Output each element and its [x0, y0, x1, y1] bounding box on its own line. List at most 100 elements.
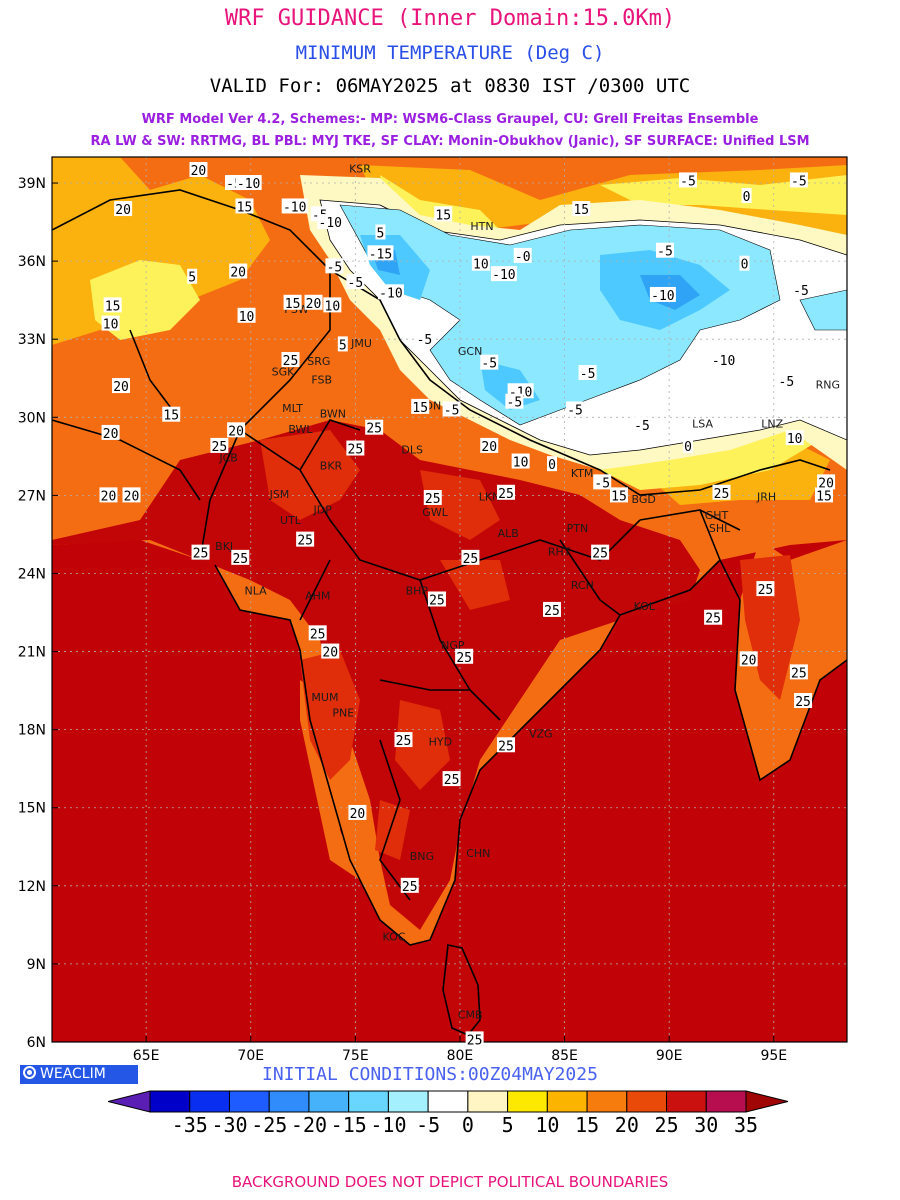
station-label: AHM	[305, 590, 330, 603]
contour-label-text: 25	[795, 695, 811, 710]
contour-label-text: 20	[124, 489, 140, 504]
contour-label-layer: 2020-5-1015-10-5-1051515-50-5-1510-0-10-…	[99, 162, 836, 1048]
lon-label: 75E	[342, 1048, 369, 1060]
contour-label-text: -5	[594, 476, 610, 491]
lat-lon-grid	[52, 157, 847, 1042]
contour-label-box	[227, 422, 246, 438]
contour-value-label: 25	[427, 591, 446, 609]
station-label: MUM	[311, 691, 338, 704]
station-label: GCN	[458, 345, 482, 358]
contour-label-box	[375, 224, 386, 240]
contour-value-label: 20	[304, 294, 323, 312]
contour-label-box	[434, 206, 453, 222]
contour-label-text: 0	[548, 458, 556, 473]
contour-label-box	[465, 1031, 484, 1047]
contour-label-box	[777, 372, 796, 388]
contour-label-text: 15	[412, 401, 428, 416]
contour-value-label: 25	[461, 549, 480, 567]
contour-label-box	[423, 489, 442, 505]
contour-label-text: -5	[507, 396, 523, 411]
contour-value-label: 15	[103, 297, 122, 314]
contour-value-label: 25	[496, 484, 515, 502]
contour-label-text: 25	[429, 594, 445, 609]
contour-label-box	[591, 544, 610, 560]
contour-value-label: 20	[99, 487, 118, 504]
contour-label-text: 25	[758, 583, 774, 598]
contour-label-box	[817, 474, 836, 490]
contour-label-text: -5	[327, 260, 343, 275]
logo-text: WEACLIM	[40, 1066, 106, 1082]
contour-value-label: 25	[423, 489, 442, 507]
contour-label-text: -5	[481, 357, 497, 372]
station-label: DLS	[401, 444, 423, 457]
station-label: KSR	[349, 163, 371, 176]
colorbar-swatch	[586, 1090, 628, 1113]
lat-label: 12N	[18, 879, 46, 895]
map-canvas: KSRHTNPSWJMUSRGSGKFSBMLTBWNBWLDDNDLSJCBB…	[18, 156, 848, 1060]
contour-label-text: -10	[319, 216, 342, 231]
contour-label-text: 20	[101, 489, 117, 504]
contour-value-label: -5	[593, 474, 612, 491]
model-info-line: WRF Model Ver 4.2, Schemes:- MP: WSM6-Cl…	[141, 112, 759, 127]
contour-value-label: -5	[655, 242, 674, 260]
physics-info-line: RA LW & SW: RRTMG, BL PBL: MYJ TKE, SF C…	[90, 134, 810, 149]
contour-value-label: 15	[235, 198, 254, 215]
contour-label-box	[191, 544, 210, 560]
contour-value-label: 15	[434, 206, 453, 223]
contour-label-text: 0	[743, 190, 751, 205]
contour-value-label: -10	[281, 198, 308, 215]
contour-label-box	[281, 352, 300, 368]
colorbar-label: -25	[251, 1113, 288, 1137]
contour-value-label: 25	[400, 877, 419, 895]
contour-value-label: -5	[578, 365, 597, 382]
station-label: UTL	[280, 514, 302, 527]
contour-value-label: 25	[756, 581, 775, 598]
contour-label-text: -10	[283, 200, 306, 215]
colorbar-label: -5	[416, 1113, 441, 1137]
contour-label-text: 0	[684, 440, 692, 455]
station-label: JSM	[269, 488, 290, 501]
contour-label-box	[112, 378, 131, 394]
colorbar-label: -10	[370, 1113, 407, 1137]
station-label: RHT	[548, 545, 571, 558]
contour-label-box	[365, 419, 384, 435]
contour-value-label: -5	[442, 401, 461, 418]
contour-value-label: -15	[367, 245, 394, 262]
contour-label-text: -5	[348, 276, 364, 291]
station-label: KTM	[571, 467, 594, 480]
contour-label-box	[679, 172, 697, 188]
contour-value-label: 25	[346, 440, 365, 458]
contour-label-box	[296, 531, 315, 547]
contour-label-text: 25	[498, 487, 514, 502]
contour-value-label: 10	[511, 453, 530, 471]
contour-value-label: 25	[704, 609, 723, 627]
contour-label-box	[471, 255, 490, 271]
logo-icon	[23, 1066, 36, 1079]
colorbar-swatch	[149, 1090, 191, 1113]
contour-value-label: 15	[283, 294, 302, 312]
contour-value-label: 5	[337, 336, 348, 353]
contour-value-label: 10	[785, 430, 804, 447]
contour-label-box	[683, 437, 693, 453]
contour-label-text: 25	[592, 547, 608, 562]
map-title: WRF GUIDANCE (Inner Domain:15.0Km)	[224, 6, 676, 31]
contour-value-label: -5	[346, 273, 365, 291]
contour-label-text: 25	[714, 487, 730, 502]
contour-label-text: 25	[456, 651, 472, 666]
temperature-map: KSRHTNPSWJMUSRGSGKFSBMLTBWNBWLDDNDLSJCBB…	[0, 150, 900, 1060]
contour-label-text: -5	[657, 245, 673, 260]
contour-value-label: -10	[649, 286, 676, 304]
contour-value-label: 15	[572, 201, 591, 218]
contour-label-text: 25	[467, 1033, 483, 1048]
contour-label-box	[348, 804, 367, 820]
contour-label-box	[235, 198, 254, 214]
contour-value-label: -5	[777, 372, 796, 390]
station-label: BWL	[288, 423, 313, 436]
contour-label-text: 10	[787, 432, 803, 447]
sub-zero-zone	[339, 204, 847, 426]
contour-label-text: 25	[544, 604, 560, 619]
station-label: BKJ	[215, 540, 233, 553]
contour-value-label: 20	[321, 643, 340, 661]
station-label: ALB	[498, 527, 519, 540]
colorbar-swatch	[666, 1090, 707, 1113]
